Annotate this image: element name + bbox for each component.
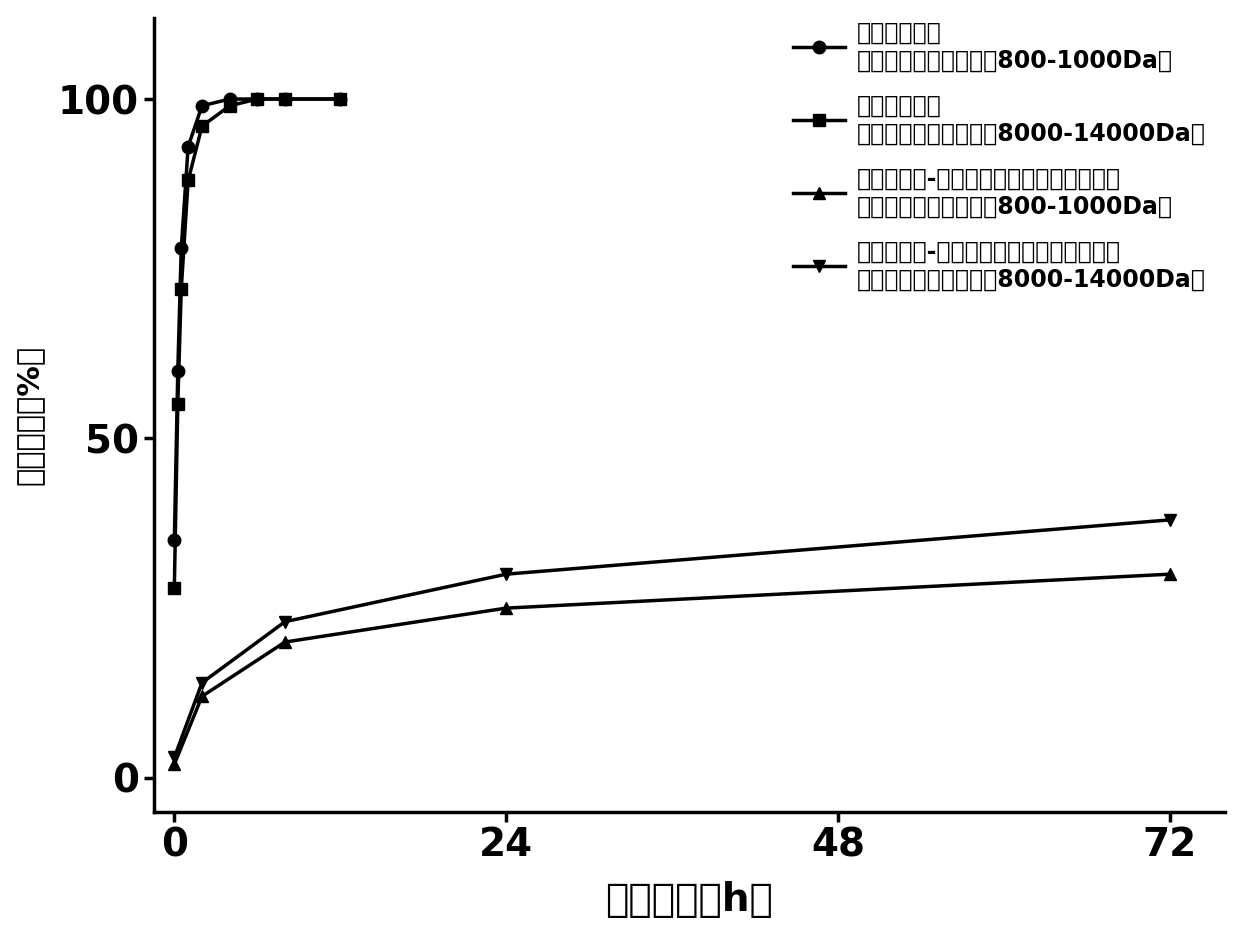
Y-axis label: 释放速率（%）: 释放速率（%） bbox=[15, 345, 43, 485]
阿霉素溶液组
（透析袋截流分子量为8000-14000Da） bbox=[170, 399, 185, 410]
阿霉素溶液组
（透析袋截留分子量为800-1000Da） bbox=[170, 365, 185, 376]
阿霉素溶液组
（透析袋截留分子量为800-1000Da） bbox=[249, 93, 264, 105]
阿霉素溶液组
（透析袋截留分子量为800-1000Da） bbox=[222, 93, 237, 105]
阿霉素溶液组
（透析袋截留分子量为800-1000Da） bbox=[167, 534, 182, 545]
低分子肝素-阿霉素静电复合物载药系统组
（透析袋截流分子量为800-1000Da） bbox=[195, 691, 210, 702]
阿霉素溶液组
（透析袋截流分子量为8000-14000Da） bbox=[222, 100, 237, 111]
低分子肝素-阿霉素静电复合物载药系统组
（透析袋截流分子量为8000-14000Da） bbox=[498, 569, 513, 580]
阿霉素溶液组
（透析袋截流分子量为8000-14000Da） bbox=[249, 93, 264, 105]
阿霉素溶液组
（透析袋截留分子量为800-1000Da） bbox=[195, 100, 210, 111]
阿霉素溶液组
（透析袋截流分子量为8000-14000Da） bbox=[278, 93, 293, 105]
Line: 阿霉素溶液组
（透析袋截流分子量为8000-14000Da）: 阿霉素溶液组 （透析袋截流分子量为8000-14000Da） bbox=[169, 92, 346, 594]
低分子肝素-阿霉素静电复合物载药系统组
（透析袋截流分子量为800-1000Da） bbox=[1162, 569, 1177, 580]
阿霉素溶液组
（透析袋截留分子量为800-1000Da） bbox=[278, 93, 293, 105]
阿霉素溶液组
（透析袋截留分子量为800-1000Da） bbox=[332, 93, 347, 105]
阿霉素溶液组
（透析袋截流分子量为8000-14000Da） bbox=[174, 284, 188, 295]
阿霉素溶液组
（透析袋截流分子量为8000-14000Da） bbox=[332, 93, 347, 105]
低分子肝素-阿霉素静电复合物载药系统组
（透析袋截流分子量为8000-14000Da） bbox=[278, 616, 293, 628]
Line: 阿霉素溶液组
（透析袋截留分子量为800-1000Da）: 阿霉素溶液组 （透析袋截留分子量为800-1000Da） bbox=[169, 92, 346, 546]
Line: 低分子肝素-阿霉素静电复合物载药系统组
（透析袋截流分子量为8000-14000Da）: 低分子肝素-阿霉素静电复合物载药系统组 （透析袋截流分子量为8000-14000… bbox=[169, 514, 1176, 764]
低分子肝素-阿霉素静电复合物载药系统组
（透析袋截流分子量为800-1000Da） bbox=[498, 602, 513, 614]
Line: 低分子肝素-阿霉素静电复合物载药系统组
（透析袋截流分子量为800-1000Da）: 低分子肝素-阿霉素静电复合物载药系统组 （透析袋截流分子量为800-1000Da… bbox=[169, 568, 1176, 771]
阿霉素溶液组
（透析袋截流分子量为8000-14000Da） bbox=[181, 175, 196, 186]
低分子肝素-阿霉素静电复合物载药系统组
（透析袋截流分子量为800-1000Da） bbox=[278, 636, 293, 647]
阿霉素溶液组
（透析袋截留分子量为800-1000Da） bbox=[174, 243, 188, 254]
低分子肝素-阿霉素静电复合物载药系统组
（透析袋截流分子量为8000-14000Da） bbox=[1162, 515, 1177, 526]
Legend: 阿霉素溶液组
（透析袋截留分子量为800-1000Da）, 阿霉素溶液组
（透析袋截流分子量为8000-14000Da）, 低分子肝素-阿霉素静电复合物载药系统: 阿霉素溶液组 （透析袋截留分子量为800-1000Da）, 阿霉素溶液组 （透析… bbox=[786, 13, 1213, 299]
X-axis label: 预定时间（h）: 预定时间（h） bbox=[605, 881, 774, 919]
阿霉素溶液组
（透析袋截流分子量为8000-14000Da） bbox=[195, 120, 210, 132]
阿霉素溶液组
（透析袋截流分子量为8000-14000Da） bbox=[167, 582, 182, 593]
低分子肝素-阿霉素静电复合物载药系统组
（透析袋截流分子量为800-1000Da） bbox=[167, 758, 182, 770]
阿霉素溶液组
（透析袋截留分子量为800-1000Da） bbox=[181, 141, 196, 152]
低分子肝素-阿霉素静电复合物载药系统组
（透析袋截流分子量为8000-14000Da） bbox=[167, 752, 182, 763]
低分子肝素-阿霉素静电复合物载药系统组
（透析袋截流分子量为8000-14000Da） bbox=[195, 677, 210, 688]
